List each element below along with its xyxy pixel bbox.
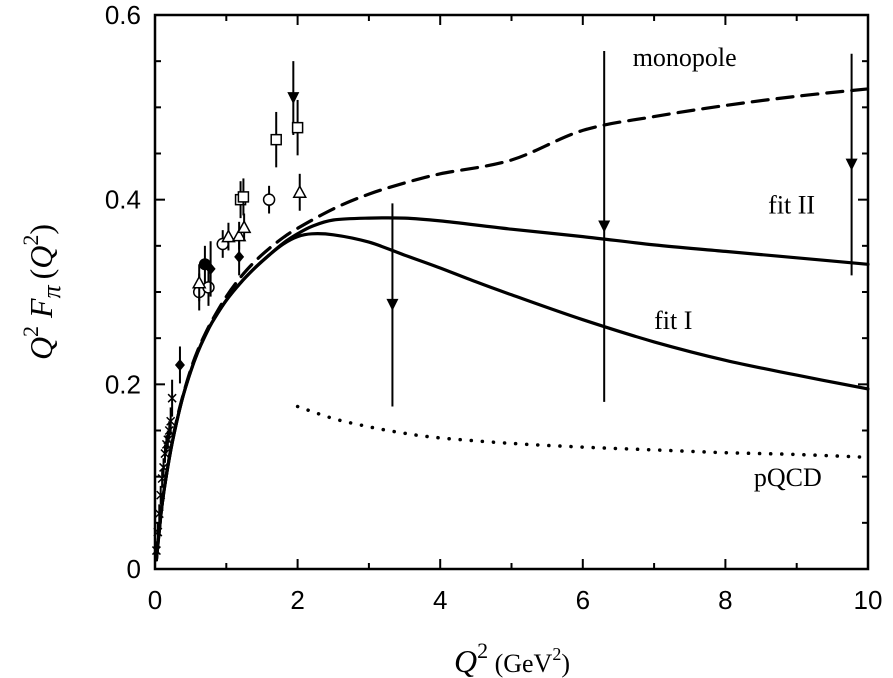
data-point-triangle-open bbox=[191, 264, 207, 302]
data-point-cross bbox=[163, 430, 173, 449]
x-tick-label: 6 bbox=[576, 585, 590, 615]
y-axis-sub: π bbox=[37, 284, 66, 298]
marker-diamond bbox=[205, 262, 216, 275]
data-point-triangle-open bbox=[221, 222, 236, 251]
data-point-triangle-open bbox=[292, 173, 308, 211]
curves-layer bbox=[154, 87, 870, 562]
label-fit-i: fit I bbox=[654, 306, 692, 335]
x-tick-label: 2 bbox=[290, 585, 304, 615]
data-point-cross bbox=[166, 407, 176, 436]
marker-square bbox=[291, 121, 304, 134]
x-axis-unit-exp: 2 bbox=[552, 644, 561, 664]
label-pqcd: pQCD bbox=[754, 463, 822, 492]
x-tick-label: 10 bbox=[854, 585, 883, 615]
marker-cross-b bbox=[156, 490, 166, 500]
marker-cross-b bbox=[167, 393, 177, 403]
marker-triangle-up bbox=[236, 219, 252, 234]
y-axis-arg-close: ) bbox=[23, 224, 59, 235]
ticks-layer bbox=[154, 14, 869, 570]
data-point-cross bbox=[167, 379, 177, 417]
data-point-square-open bbox=[270, 111, 282, 168]
marker-cross-b bbox=[164, 425, 174, 436]
y-axis-title: Q2Fπ(Q2) bbox=[18, 224, 66, 360]
series-fit-i bbox=[154, 232, 870, 562]
data-points-layer bbox=[151, 51, 858, 560]
y-tick-label: 0.6 bbox=[105, 0, 141, 30]
x-axis-unit-close: ) bbox=[561, 649, 570, 678]
x-axis-unit-open: (GeV bbox=[488, 649, 552, 678]
x-tick-label: 0 bbox=[148, 585, 162, 615]
y-axis-arg-var: Q bbox=[23, 246, 59, 269]
data-point-cross bbox=[156, 485, 166, 505]
marker-triangle-up bbox=[292, 184, 308, 199]
marker-cross-b bbox=[160, 449, 170, 459]
series-pqcd bbox=[295, 404, 870, 460]
marker-triangle-up bbox=[221, 229, 236, 243]
marker-diamond bbox=[234, 250, 245, 263]
marker-square bbox=[237, 191, 250, 203]
x-axis-title: Q2 (GeV2) bbox=[454, 638, 570, 678]
data-point-square-open bbox=[291, 99, 304, 156]
y-axis-fvar: F bbox=[23, 298, 59, 319]
data-point-square-open bbox=[237, 178, 250, 216]
data-point-diamond-filled bbox=[205, 241, 216, 297]
marker-circle-open bbox=[262, 193, 276, 206]
data-point-diamond-filled bbox=[174, 346, 185, 384]
tick-labels-layer: 0 2 4 6 8 10 0 0.2 0.4 0.6 bbox=[105, 0, 883, 615]
data-point-cross bbox=[160, 444, 170, 463]
label-fit-ii: fit II bbox=[768, 191, 815, 220]
y-axis-var: Q bbox=[23, 337, 59, 360]
y-tick-label: 0.4 bbox=[105, 185, 141, 215]
x-axis-exp: 2 bbox=[477, 638, 488, 663]
y-axis-arg-open: ( bbox=[23, 269, 59, 280]
data-point-triangle-open bbox=[236, 213, 252, 242]
marker-cross-b bbox=[154, 509, 164, 519]
data-point-triangle-down bbox=[598, 51, 611, 402]
data-point-cross bbox=[159, 458, 169, 477]
annotations-layer: monopole fit II fit I pQCD bbox=[633, 43, 822, 492]
data-point-triangle-open bbox=[231, 221, 247, 250]
data-point-triangle-down bbox=[386, 203, 399, 407]
data-point-circle-open bbox=[262, 185, 276, 214]
series-fit-ii bbox=[154, 216, 870, 562]
marker-triangle-down bbox=[386, 298, 399, 311]
marker-cross-b bbox=[163, 435, 173, 445]
data-point-cross bbox=[154, 504, 164, 523]
marker-cross-b bbox=[157, 473, 167, 484]
marker-cross-b bbox=[166, 416, 176, 426]
data-point-cross bbox=[164, 421, 174, 440]
y-axis-exp: 2 bbox=[18, 326, 43, 337]
marker-cross-b bbox=[159, 462, 169, 472]
label-monopole: monopole bbox=[633, 43, 737, 72]
data-point-triangle-down bbox=[845, 53, 858, 276]
x-axis-var: Q bbox=[454, 643, 477, 678]
marker-triangle-up bbox=[231, 228, 247, 242]
y-axis-arg-exp: 2 bbox=[18, 235, 43, 246]
x-tick-label: 8 bbox=[718, 585, 732, 615]
marker-triangle-down bbox=[287, 92, 300, 105]
x-tick-label: 4 bbox=[433, 585, 447, 615]
marker-triangle-up bbox=[191, 275, 207, 289]
marker-triangle-down bbox=[845, 158, 858, 171]
y-tick-label: 0.2 bbox=[105, 369, 141, 399]
marker-triangle-down bbox=[598, 220, 611, 233]
marker-square bbox=[270, 133, 282, 146]
marker-diamond bbox=[174, 358, 185, 371]
y-tick-label: 0 bbox=[127, 554, 141, 584]
